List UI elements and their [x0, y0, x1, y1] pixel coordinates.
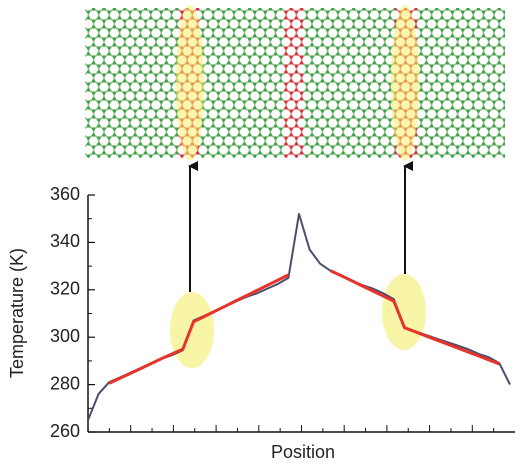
y-axis-label: Temperature (K)	[7, 248, 27, 378]
y-tick-label: 260	[50, 421, 80, 441]
y-tick-label: 280	[50, 373, 80, 393]
highlight	[176, 5, 204, 161]
highlight	[382, 274, 426, 350]
x-axis-label: Position	[271, 442, 335, 462]
y-tick-label: 340	[50, 231, 80, 251]
highlight	[170, 292, 214, 368]
highlight	[391, 5, 419, 161]
y-tick-label: 360	[50, 184, 80, 204]
y-tick-label: 300	[50, 326, 80, 346]
series-line	[108, 269, 500, 385]
lattice-band	[284, 8, 304, 158]
plot: 260 280 300 320 340 360	[50, 184, 515, 441]
y-tick-label: 320	[50, 279, 80, 299]
series-line	[87, 213, 511, 421]
